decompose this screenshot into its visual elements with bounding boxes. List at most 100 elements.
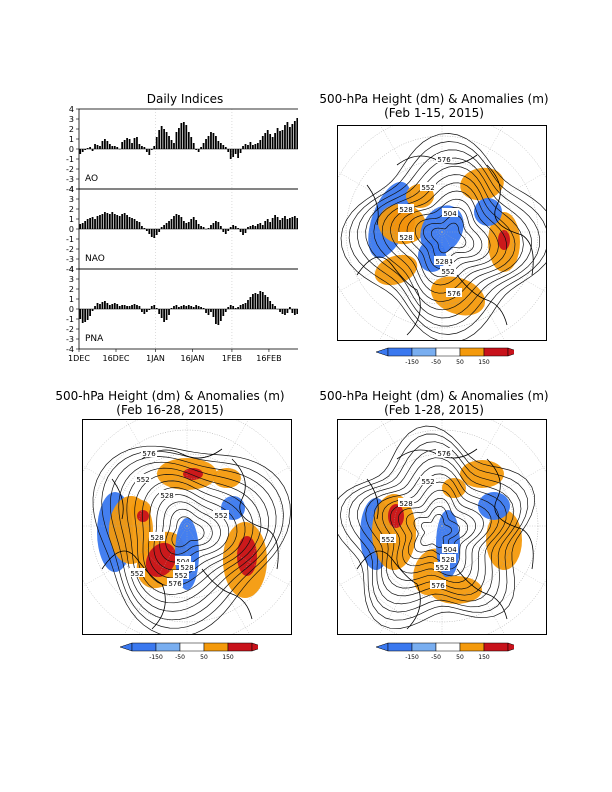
height-contour bbox=[348, 141, 547, 335]
coastline bbox=[456, 274, 508, 326]
bar-nao bbox=[108, 214, 111, 229]
colorbar-swatch bbox=[411, 347, 437, 357]
y-tick-label: -1 bbox=[66, 155, 74, 164]
colorbar-arrow-left bbox=[375, 642, 389, 652]
y-tick-label: 1 bbox=[69, 135, 74, 144]
bar-pna bbox=[165, 309, 168, 320]
bar-pna bbox=[279, 309, 281, 312]
bar-ao bbox=[266, 130, 269, 149]
bar-nao bbox=[128, 217, 131, 229]
bar-ao bbox=[101, 141, 104, 149]
bar-ao bbox=[104, 139, 106, 149]
bar-ao bbox=[143, 147, 146, 149]
bar-nao bbox=[271, 218, 274, 229]
bar-nao bbox=[210, 225, 212, 229]
bar-nao bbox=[276, 217, 279, 229]
contour-label-bg bbox=[398, 498, 414, 507]
coastline bbox=[366, 478, 379, 520]
height-contour bbox=[337, 425, 535, 629]
y-tick-label: 4 bbox=[69, 185, 74, 194]
bar-nao bbox=[163, 225, 165, 229]
bar-pna bbox=[200, 307, 202, 309]
bar-ao bbox=[190, 137, 193, 149]
x-tick-label: 16DEC bbox=[103, 354, 130, 363]
bar-nao bbox=[79, 224, 82, 229]
bar-nao bbox=[141, 226, 143, 229]
y-tick-label: 0 bbox=[69, 305, 74, 314]
negative-anomaly bbox=[474, 198, 502, 226]
bar-ao bbox=[175, 132, 178, 149]
contour-label: 528 bbox=[160, 492, 173, 500]
bar-pna bbox=[94, 306, 96, 309]
colorbar-swatch bbox=[155, 642, 181, 652]
latitude-circle bbox=[162, 501, 212, 551]
bar-nao bbox=[254, 226, 257, 229]
bar-pna bbox=[261, 292, 264, 309]
bar-nao bbox=[170, 219, 173, 229]
bar-pna bbox=[234, 308, 237, 309]
bar-pna bbox=[224, 309, 227, 312]
bar-nao bbox=[266, 219, 269, 229]
bar-nao bbox=[190, 219, 193, 229]
bar-pna bbox=[91, 309, 94, 311]
bar-pna bbox=[219, 309, 222, 321]
positive-anomaly bbox=[442, 478, 466, 498]
bar-pna bbox=[212, 309, 215, 317]
bar-nao bbox=[180, 217, 183, 229]
bar-ao bbox=[286, 122, 289, 149]
bar-nao bbox=[261, 225, 264, 229]
bar-pna bbox=[143, 309, 146, 314]
bar-nao bbox=[131, 218, 133, 229]
bar-nao bbox=[138, 222, 141, 229]
bar-ao bbox=[170, 140, 173, 149]
y-tick-label: -2 bbox=[66, 165, 74, 174]
bar-nao bbox=[259, 223, 262, 229]
coastline bbox=[356, 550, 421, 630]
bar-ao bbox=[269, 134, 272, 149]
positive-anomaly bbox=[498, 230, 510, 250]
colorbar-label: -150 bbox=[405, 359, 419, 366]
bar-ao bbox=[284, 125, 286, 149]
colorbar-1: -150 -50 50 150 bbox=[375, 347, 514, 366]
contour-label: 576 bbox=[437, 156, 451, 164]
bar-ao bbox=[131, 143, 133, 149]
bar-pna bbox=[141, 309, 143, 312]
bar-pna bbox=[99, 304, 101, 309]
contour-label-bg bbox=[434, 256, 450, 265]
y-tick-label: -3 bbox=[66, 335, 74, 344]
contour-label: 552 bbox=[214, 512, 227, 520]
bar-nao bbox=[116, 215, 119, 229]
bar-ao bbox=[155, 137, 158, 149]
contour-label: 552 bbox=[441, 268, 454, 276]
bar-nao bbox=[242, 229, 244, 235]
y-tick-label: -1 bbox=[66, 315, 74, 324]
index-label-ao: AO bbox=[85, 174, 98, 184]
contour-label: 576 bbox=[437, 450, 451, 458]
bar-ao bbox=[145, 149, 148, 152]
bar-pna bbox=[89, 309, 91, 316]
index-label-nao: NAO bbox=[85, 254, 105, 264]
bar-pna bbox=[81, 309, 84, 323]
contour-label: 552 bbox=[381, 536, 394, 544]
height-contour bbox=[339, 433, 529, 621]
bar-ao bbox=[229, 149, 232, 159]
bar-ao bbox=[247, 145, 249, 149]
bar-nao bbox=[123, 213, 126, 229]
contour-label: 576 bbox=[447, 290, 461, 298]
daily-indices-title: Daily Indices bbox=[146, 92, 224, 106]
bar-pna bbox=[217, 309, 220, 325]
bar-nao bbox=[293, 216, 296, 229]
bar-pna bbox=[202, 308, 205, 309]
height-contour bbox=[171, 516, 205, 548]
bar-pna bbox=[239, 305, 242, 309]
bar-nao bbox=[99, 215, 101, 229]
bar-ao bbox=[217, 141, 220, 149]
colorbar-label: 50 bbox=[200, 654, 208, 661]
bar-ao bbox=[296, 118, 298, 149]
bar-ao bbox=[227, 149, 230, 152]
height-contour bbox=[92, 445, 291, 635]
bar-nao bbox=[286, 219, 289, 229]
bar-nao bbox=[279, 220, 281, 229]
x-tick-label: 1FEB bbox=[222, 354, 242, 363]
colorbar-label: 150 bbox=[222, 654, 234, 661]
